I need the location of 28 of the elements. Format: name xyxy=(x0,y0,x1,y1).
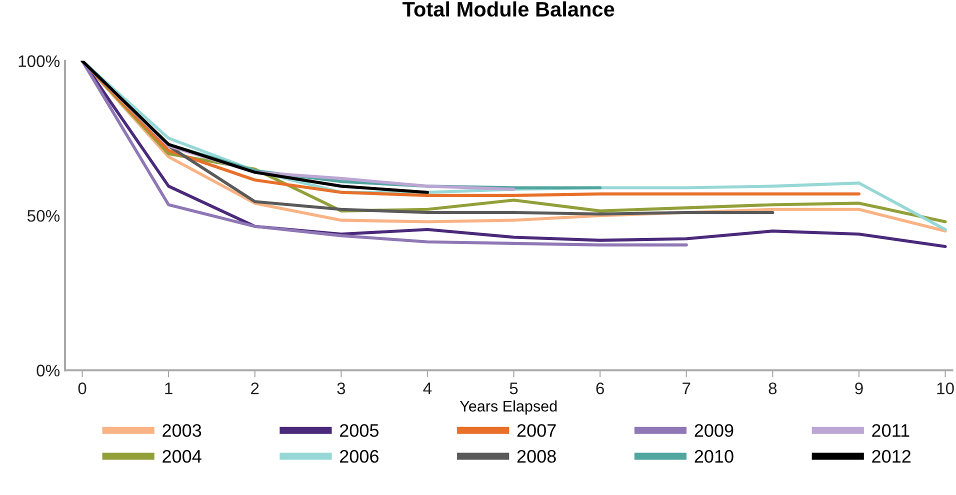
x-tick-label: 2 xyxy=(251,382,259,394)
legend-label: 2012 xyxy=(872,450,911,463)
x-tick-label: 8 xyxy=(768,382,777,394)
legend-label: 2007 xyxy=(517,424,556,437)
legend-label: 2003 xyxy=(162,424,202,437)
chart-title: Total Module Balance xyxy=(402,1,614,17)
x-tick-label: 9 xyxy=(855,382,863,394)
x-tick-label: 0 xyxy=(78,382,86,394)
y-tick-label: 0% xyxy=(36,364,60,376)
legend-label: 2011 xyxy=(872,424,910,437)
x-tick-label: 4 xyxy=(423,382,432,394)
y-tick-label: 50% xyxy=(27,210,60,222)
x-tick-label: 5 xyxy=(510,382,518,394)
legend-label: 2008 xyxy=(517,450,556,463)
x-tick-label: 10 xyxy=(937,382,954,394)
x-tick-label: 7 xyxy=(682,382,690,394)
x-tick-label: 6 xyxy=(596,382,604,394)
x-tick-label: 3 xyxy=(337,382,346,394)
y-tick-label: 100% xyxy=(18,55,60,68)
line-series xyxy=(80,60,429,194)
line-series xyxy=(80,60,688,246)
legend-label: 2010 xyxy=(694,450,734,463)
legend-label: 2009 xyxy=(694,424,734,437)
legend-label: 2006 xyxy=(340,450,378,463)
legend-label: 2005 xyxy=(340,424,379,437)
legend-label: 2004 xyxy=(162,450,202,463)
x-axis-title: Years Elapsed xyxy=(460,400,557,415)
x-tick-label: 1 xyxy=(165,382,172,394)
